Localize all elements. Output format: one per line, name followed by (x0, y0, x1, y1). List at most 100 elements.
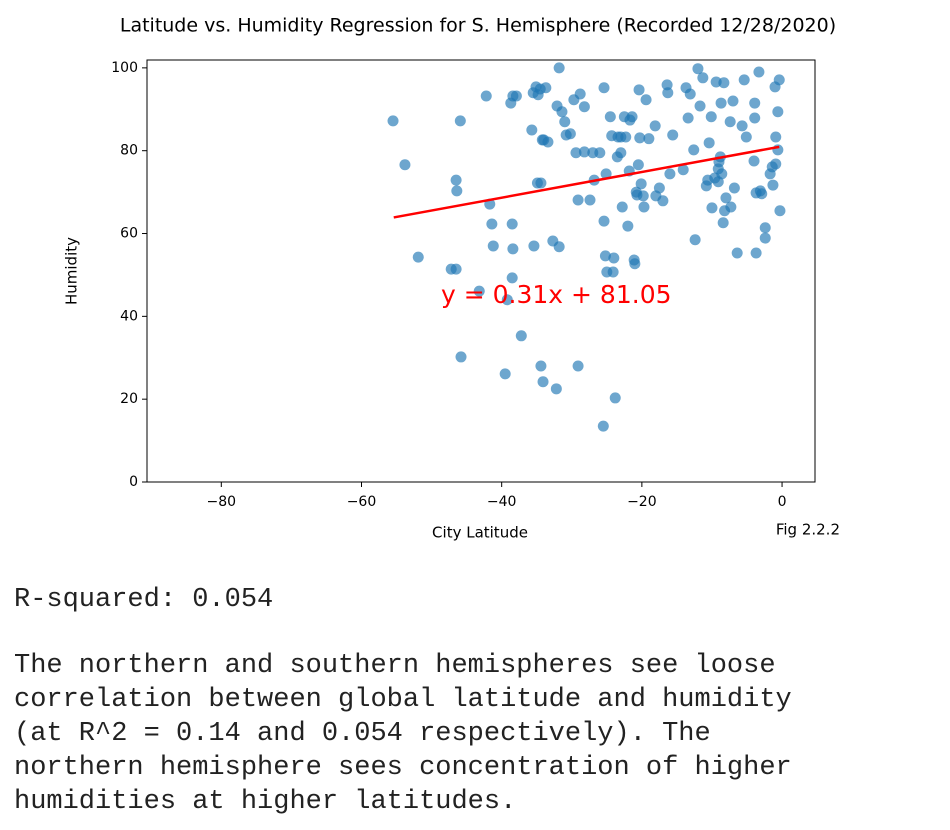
point (753, 66, 765, 78)
paragraph: The northern and southern hemispheres se… (14, 649, 792, 819)
point (667, 129, 679, 141)
point (684, 88, 696, 100)
annotation: y = 0.31x + 81.05 (441, 280, 672, 309)
x-tick-label: −20 (627, 494, 657, 510)
point (608, 252, 620, 264)
point (657, 195, 669, 207)
point (542, 136, 554, 148)
point (694, 100, 706, 112)
point (637, 190, 649, 202)
point (706, 202, 718, 214)
y-axis-label: Humidity (63, 237, 81, 305)
point (600, 168, 612, 180)
point (692, 63, 704, 75)
point (450, 174, 462, 186)
point (664, 168, 676, 180)
paragraph-line: The northern and southern hemispheres se… (14, 651, 776, 681)
point (626, 111, 638, 123)
point (506, 272, 518, 284)
point (727, 95, 739, 107)
point (740, 131, 752, 143)
point (572, 360, 584, 372)
point (572, 194, 584, 206)
regression-line (393, 145, 780, 219)
point (756, 188, 768, 200)
point (759, 222, 771, 234)
point (510, 90, 522, 102)
point (649, 120, 661, 132)
point (599, 250, 611, 262)
point (640, 94, 652, 106)
point (578, 101, 590, 113)
point (635, 178, 647, 190)
point (526, 124, 538, 136)
point (515, 330, 527, 342)
point (643, 133, 655, 145)
point (749, 97, 761, 109)
point (748, 155, 760, 167)
point (594, 147, 606, 159)
point (604, 111, 616, 123)
point (716, 168, 728, 180)
point (688, 144, 700, 156)
point (620, 131, 632, 143)
point (564, 128, 576, 140)
point (749, 112, 761, 124)
point (731, 247, 743, 259)
point (553, 241, 565, 253)
point (487, 240, 499, 252)
point (728, 182, 740, 194)
paragraph-line: correlation between global latitude and … (14, 685, 792, 715)
point (632, 159, 644, 171)
point (598, 82, 610, 94)
point (717, 217, 729, 229)
point (718, 77, 730, 89)
point (615, 147, 627, 159)
point (480, 90, 492, 102)
point (677, 164, 689, 176)
point (638, 201, 650, 213)
point (473, 285, 485, 297)
point (499, 368, 511, 380)
chart: Latitude vs. Humidity Regression for S. … (63, 15, 841, 542)
point (553, 62, 565, 74)
x-tick-label: −60 (347, 494, 377, 510)
point (486, 218, 498, 230)
point (559, 116, 571, 128)
point (661, 79, 673, 91)
y-tick-label: 60 (120, 226, 138, 242)
point (451, 185, 463, 197)
point (662, 87, 674, 99)
paragraph-line: (at R^2 = 0.14 and 0.054 respectively). … (14, 719, 711, 749)
point (773, 74, 785, 86)
point (540, 82, 552, 94)
point (682, 112, 694, 124)
paragraph-line: humidities at higher latitudes. (14, 787, 517, 817)
y-tick-label: 0 (129, 474, 138, 490)
point (720, 192, 732, 204)
point (633, 84, 645, 96)
x-tick-label: −80 (207, 494, 237, 510)
paragraph-line: northern hemisphere sees concentration o… (14, 753, 792, 783)
point (770, 131, 782, 143)
point (537, 376, 549, 388)
point (715, 97, 727, 109)
y-tick-label: 100 (111, 60, 138, 76)
point (501, 294, 513, 306)
point (506, 218, 518, 230)
point (450, 263, 462, 275)
chart-title: Latitude vs. Humidity Regression for S. … (120, 15, 836, 37)
point (454, 115, 466, 127)
point (507, 243, 519, 255)
point (609, 392, 621, 404)
r-squared: R-squared: 0.054 (14, 585, 274, 615)
point (725, 201, 737, 213)
point (535, 177, 547, 189)
point (634, 132, 646, 144)
point (750, 247, 762, 259)
point (528, 240, 540, 252)
point (759, 232, 771, 244)
point (556, 106, 568, 118)
point (767, 179, 779, 191)
